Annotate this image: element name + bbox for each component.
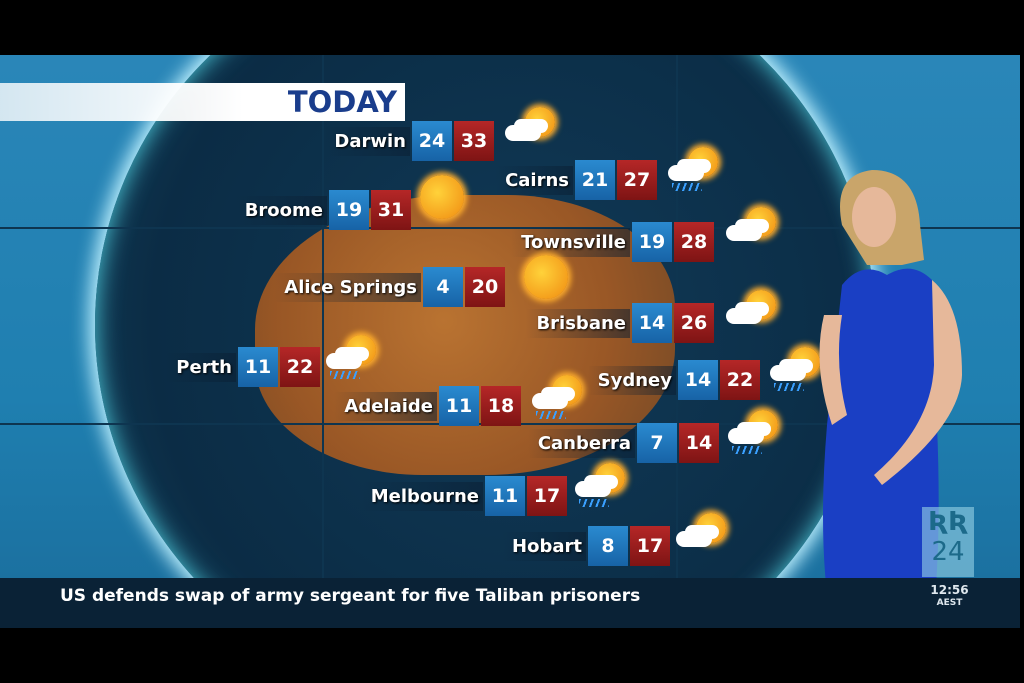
max-temp: 27 [617, 160, 657, 200]
rain-sun-icon [532, 375, 582, 419]
city-row-sydney: Sydney 14 22 [587, 360, 760, 400]
min-temp: 8 [588, 526, 628, 566]
max-temp: 14 [679, 423, 719, 463]
rain-sun-icon [728, 410, 778, 454]
min-temp: 11 [485, 476, 525, 516]
city-row-melbourne: Melbourne 11 17 [360, 476, 567, 516]
ticker-headline: US defends swap of army sergeant for fiv… [60, 586, 641, 606]
rain-sun-icon [326, 335, 376, 379]
city-row-perth: Perth 11 22 [166, 347, 320, 387]
today-banner: TODAY [0, 83, 405, 121]
city-name: Townsville [511, 227, 630, 257]
city-name: Hobart [502, 531, 586, 561]
min-temp: 4 [423, 267, 463, 307]
city-row-adelaide: Adelaide 11 18 [334, 386, 521, 426]
city-row-hobart: Hobart 8 17 [502, 526, 670, 566]
city-name: Broome [234, 195, 327, 225]
screen-divider [0, 227, 1020, 229]
min-temp: 24 [412, 121, 452, 161]
max-temp: 20 [465, 267, 505, 307]
max-temp: 28 [674, 222, 714, 262]
sun-cloud-icon [726, 207, 776, 251]
city-row-broome: Broome 19 31 [234, 190, 411, 230]
city-name: Alice Springs [274, 272, 421, 302]
max-temp: 33 [454, 121, 494, 161]
city-name: Melbourne [360, 481, 483, 511]
presenter [819, 170, 962, 628]
max-temp: 22 [720, 360, 760, 400]
min-temp: 14 [678, 360, 718, 400]
min-temp: 19 [632, 222, 672, 262]
weather-map: TODAY Darwin 24 33 Broome 19 31 Cairns 21 27 Town… [0, 55, 1020, 628]
rain-sun-icon [668, 147, 718, 191]
max-temp: 22 [280, 347, 320, 387]
city-name: Sydney [587, 365, 676, 395]
city-name: Adelaide [334, 391, 437, 421]
min-temp: 19 [329, 190, 369, 230]
sun-cloud-icon [726, 290, 776, 334]
max-temp: 26 [674, 303, 714, 343]
max-temp: 17 [630, 526, 670, 566]
rain-sun-icon [575, 463, 625, 507]
logo-number: 24 [931, 537, 965, 567]
city-name: Canberra [527, 428, 635, 458]
city-name: Cairns [495, 165, 573, 195]
sun-cloud-icon [676, 513, 726, 557]
news-ticker: US defends swap of army sergeant for fiv… [0, 578, 1020, 628]
rain-sun-icon [770, 347, 820, 391]
sun-icon [522, 255, 572, 299]
screen-divider [322, 55, 324, 628]
max-temp: 17 [527, 476, 567, 516]
min-temp: 11 [238, 347, 278, 387]
sun-icon [418, 175, 468, 219]
min-temp: 14 [632, 303, 672, 343]
max-temp: 18 [481, 386, 521, 426]
city-name: Darwin [324, 126, 410, 156]
max-temp: 31 [371, 190, 411, 230]
city-row-alice-springs: Alice Springs 4 20 [274, 267, 505, 307]
city-name: Perth [166, 352, 236, 382]
min-temp: 21 [575, 160, 615, 200]
city-row-brisbane: Brisbane 14 26 [526, 303, 714, 343]
abc24-logo: ƦƦ 24 [922, 507, 974, 577]
city-name: Brisbane [526, 308, 630, 338]
clock: 12:56 AEST [922, 584, 977, 610]
city-row-darwin: Darwin 24 33 [324, 121, 494, 161]
min-temp: 11 [439, 386, 479, 426]
city-row-cairns: Cairns 21 27 [495, 160, 657, 200]
min-temp: 7 [637, 423, 677, 463]
clock-timezone: AEST [936, 598, 963, 608]
today-title: TODAY [287, 85, 397, 119]
clock-time: 12:56 [930, 583, 969, 597]
city-row-canberra: Canberra 7 14 [527, 423, 719, 463]
city-row-townsville: Townsville 19 28 [511, 222, 714, 262]
sun-cloud-icon [505, 107, 555, 151]
